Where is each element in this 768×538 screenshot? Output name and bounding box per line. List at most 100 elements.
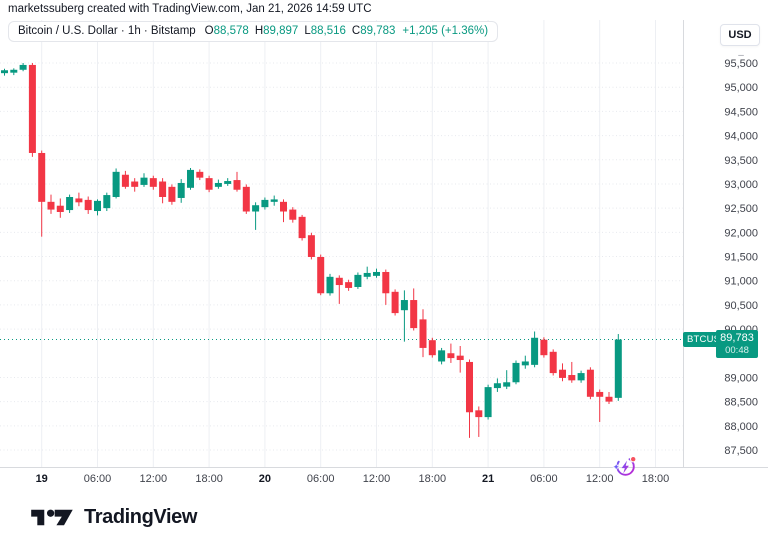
candle-body — [373, 271, 380, 276]
candle-countdown: 00:48 — [725, 345, 749, 356]
candle-body — [233, 180, 241, 190]
candle-body — [47, 201, 55, 210]
candle-body — [177, 182, 185, 198]
price-axis-label: 93,000 — [724, 179, 758, 191]
candle-body — [596, 391, 604, 397]
tradingview-logo-text: TradingView — [84, 506, 198, 528]
candle-body — [549, 351, 557, 374]
candle-body — [149, 178, 157, 187]
replay-lightning-icon — [611, 456, 637, 476]
candle-body — [484, 387, 492, 418]
price-axis-label: 90,500 — [724, 300, 758, 312]
price-axis-label: 95,000 — [724, 82, 758, 94]
time-axis-label: 21 — [482, 473, 494, 485]
candle-body — [466, 361, 473, 413]
price-axis-label: 92,000 — [724, 227, 758, 239]
candle-body — [391, 291, 399, 314]
candle-body — [19, 64, 27, 70]
candle-body — [521, 361, 529, 366]
candle-body — [187, 169, 194, 188]
price-axis-label: 88,000 — [724, 421, 758, 433]
candle-body — [224, 181, 232, 184]
candle-body — [614, 339, 622, 398]
candle-body — [559, 369, 566, 378]
candle-body — [140, 177, 148, 185]
candle-body — [270, 199, 278, 202]
chart-legend: Bitcoin / U.S. Dollar · 1h · Bitstamp O8… — [8, 21, 499, 42]
candle-body — [540, 339, 548, 356]
candle-body — [56, 205, 64, 212]
time-axis-label: 06:00 — [84, 473, 112, 485]
candle-body — [345, 282, 353, 288]
price-axis-label: 91,000 — [724, 276, 758, 288]
candle-body — [382, 271, 390, 294]
candle-body — [168, 186, 176, 202]
price-axis-label: 87,500 — [724, 445, 758, 457]
tradingview-logo[interactable]: TradingView — [30, 504, 197, 531]
time-axis-label: 06:00 — [530, 473, 558, 485]
time-axis-label: 06:00 — [307, 473, 335, 485]
price-axis-label: 89,000 — [724, 372, 758, 384]
candle-body — [410, 300, 418, 329]
candle-body — [75, 198, 83, 203]
time-axis-label: 12:00 — [363, 473, 391, 485]
candle-body — [307, 235, 315, 257]
price-axis-label: 88,500 — [724, 397, 758, 409]
legend-open: O88,578 — [204, 25, 249, 37]
legend-close: C89,783 — [351, 25, 396, 37]
price-axis-label: 94,500 — [724, 106, 758, 118]
candle-body — [196, 171, 204, 178]
scale-collapse-marker[interactable]: – — [738, 50, 744, 61]
candle-body — [475, 410, 483, 418]
price-axis-label: 94,000 — [724, 131, 758, 143]
last-price-value: 89,783 — [720, 332, 754, 344]
candle-body — [66, 196, 74, 211]
candle-body — [84, 199, 92, 211]
candle-body — [354, 274, 362, 287]
last-price-badge: 89,783 00:48 — [716, 330, 758, 358]
attribution-text: marketssuberg created with TradingView.c… — [8, 3, 372, 15]
candle-body — [586, 369, 594, 397]
candle-body — [503, 382, 511, 387]
candle-body — [428, 340, 436, 356]
tradingview-logo-mark — [31, 509, 73, 526]
candle-body — [493, 383, 501, 389]
time-axis-label: 12:00 — [586, 473, 614, 485]
candle-body — [103, 195, 111, 209]
price-axis-label: 93,500 — [724, 155, 758, 167]
candle-body — [568, 375, 576, 381]
legend-series-title: Bitcoin / U.S. Dollar · 1h · Bitstamp — [18, 25, 196, 37]
candle-body — [252, 205, 260, 212]
candle-body — [419, 319, 427, 348]
candle-body — [289, 209, 297, 220]
price-axis-label: 91,500 — [724, 252, 758, 264]
candle-body — [112, 171, 120, 197]
candle-body — [400, 300, 408, 311]
time-axis-label: 18:00 — [195, 473, 223, 485]
candle-body — [159, 181, 167, 197]
candle-body — [28, 64, 36, 153]
legend-low: L88,516 — [304, 25, 346, 37]
currency-toggle-button[interactable]: USD — [720, 24, 760, 46]
candle-body — [456, 355, 464, 361]
price-axis-label: 92,500 — [724, 203, 758, 215]
replay-button[interactable] — [610, 451, 640, 481]
time-axis-label: 19 — [36, 473, 48, 485]
price-axis-label: 95,500 — [724, 58, 758, 70]
candle-body — [605, 396, 613, 402]
legend-high: H89,897 — [254, 25, 299, 37]
candle-body — [531, 337, 539, 365]
candle-body — [1, 70, 8, 74]
time-axis-label: 18:00 — [419, 473, 447, 485]
candle-body — [94, 200, 101, 212]
candle-body — [205, 178, 213, 190]
candle-body — [335, 277, 343, 286]
candle-body — [10, 69, 18, 73]
legend-change: +1,205 (+1.36%) — [402, 25, 489, 37]
candle-body — [280, 201, 287, 212]
candle-body — [242, 186, 250, 212]
candle-body — [38, 152, 46, 202]
time-axis-label: 12:00 — [140, 473, 168, 485]
